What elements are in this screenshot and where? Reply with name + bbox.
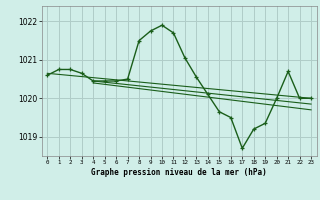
X-axis label: Graphe pression niveau de la mer (hPa): Graphe pression niveau de la mer (hPa) xyxy=(91,168,267,177)
